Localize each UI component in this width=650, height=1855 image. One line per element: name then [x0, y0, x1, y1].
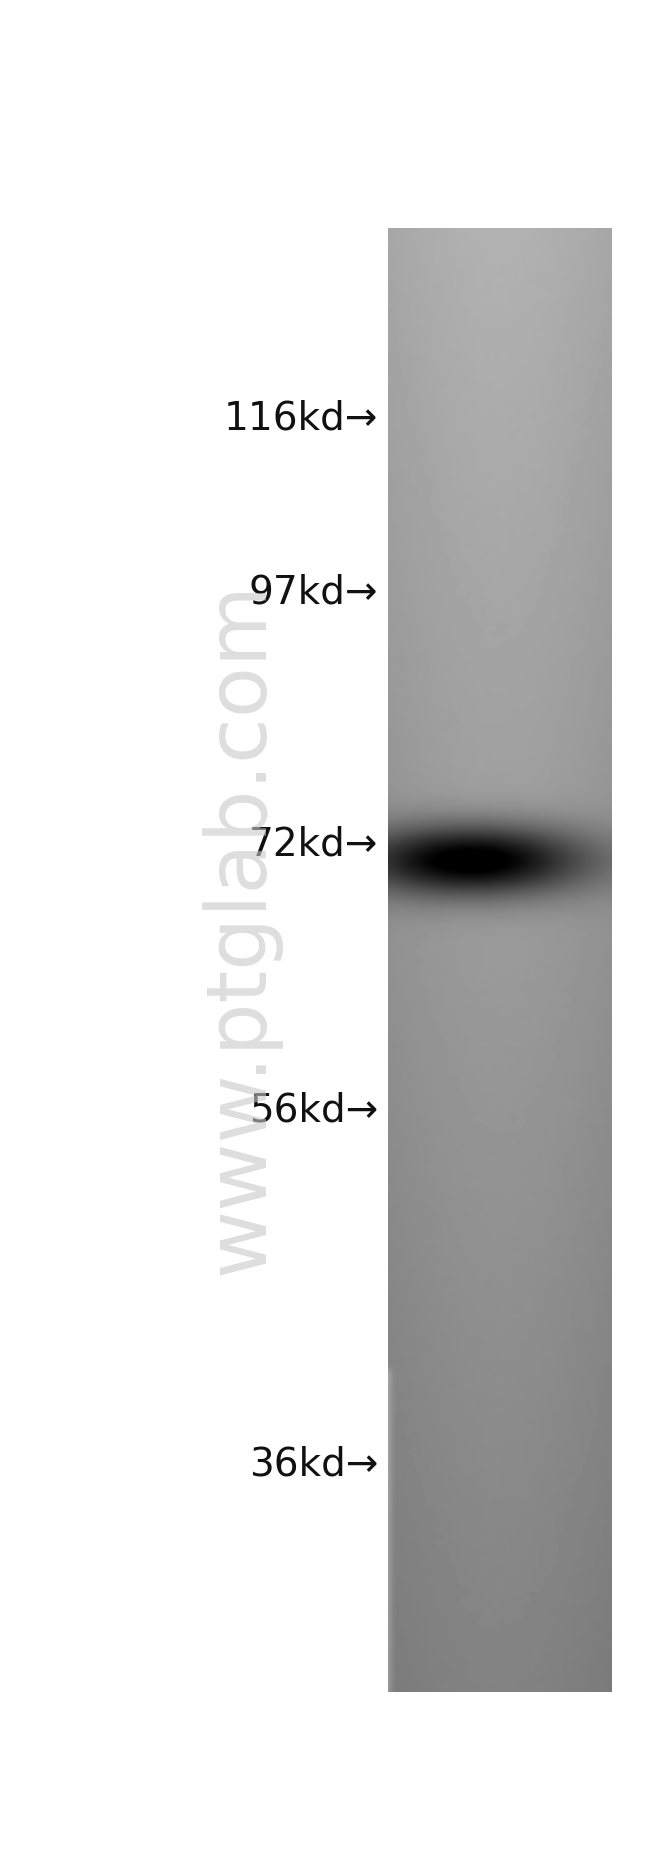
Text: 97kd→: 97kd→ [248, 573, 378, 610]
Text: 116kd→: 116kd→ [224, 399, 378, 438]
Text: 56kd→: 56kd→ [249, 1091, 378, 1130]
Text: 72kd→: 72kd→ [248, 825, 378, 864]
Text: www.ptglab.com: www.ptglab.com [200, 581, 281, 1274]
Text: 36kd→: 36kd→ [248, 1447, 378, 1484]
